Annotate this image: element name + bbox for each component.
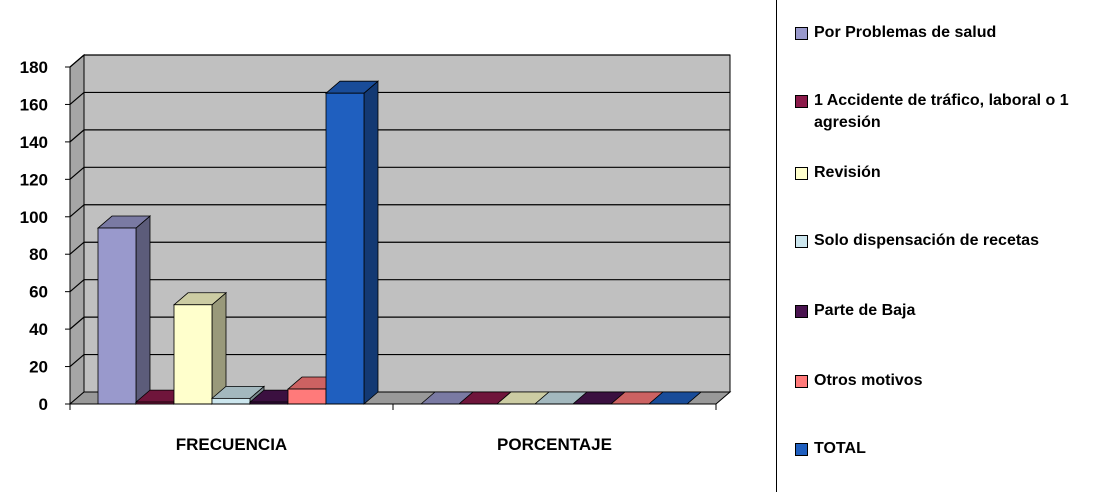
y-tick-label: 100 [20,208,48,227]
bars [96,80,703,405]
legend-label: Por Problemas de salud [814,24,997,41]
legend-item: Otros motivos [795,370,1106,392]
bar [324,80,380,405]
bar-side [363,80,379,405]
bar [172,291,228,405]
gridline-side [69,316,85,330]
legend-label: Revisión [814,164,881,181]
legend-label: TOTAL [814,440,866,457]
bar-side [135,215,151,405]
legend-label: Otros motivos [814,372,923,389]
legend-swatch [795,443,808,456]
legend-swatch [795,167,808,180]
x-category-label: FRECUENCIA [176,435,287,454]
legend-item: Por Problemas de salud [795,22,1106,44]
legend-item: Parte de Baja [795,300,1106,322]
y-tick-label: 40 [29,320,48,339]
side-wall [69,53,85,406]
legend-label: Solo dispensación de recetas [814,232,1039,249]
gridline-side [69,279,85,293]
bar-front [325,92,365,405]
legend-swatch [795,375,808,388]
bar [96,215,152,405]
y-tick-label: 20 [29,358,48,377]
legend-swatch [795,235,808,248]
bar-front [211,397,251,405]
gridline-side [69,241,85,255]
legend-swatch [795,305,808,318]
bar-front [287,388,327,405]
gridline-side [69,166,85,180]
gridline-side [69,91,85,105]
bar-chart: 0 20 40 60 80 100 120 140 160 180 FRECUENCIA PORCE… [20,53,732,454]
x-category-label: PORCENTAJE [497,435,612,454]
y-tick-label: 160 [20,95,48,114]
legend: Por Problemas de salud 1 Accidente de trá… [776,0,1110,492]
y-axis-ticks: 0 20 40 60 80 100 120 140 160 180 [20,58,71,414]
bar [210,385,266,405]
gridline-side [69,204,85,218]
legend-swatch [795,95,808,108]
y-tick-label: 0 [39,395,48,414]
gridline-side [69,129,85,143]
gridline-side [69,354,85,368]
bar-side [211,291,227,405]
gridline-side [69,54,85,68]
y-tick-label: 140 [20,133,48,152]
legend-item: TOTAL [795,438,1106,460]
legend-label: 1 Accidente de tráfico, laboral o 1 agre… [814,92,1069,131]
bar-front [97,227,137,405]
y-tick-label: 80 [29,245,48,264]
legend-label: Parte de Baja [814,302,916,319]
y-tick-label: 120 [20,170,48,189]
y-tick-label: 60 [29,283,48,302]
plot-walls [68,53,732,406]
y-tick-label: 180 [20,58,48,77]
legend-item: 1 Accidente de tráfico, laboral o 1 agre… [795,90,1106,134]
legend-item: Solo dispensación de recetas [795,230,1106,252]
x-axis-categories: FRECUENCIA PORCENTAJE [69,403,717,454]
bar-front [173,304,213,405]
legend-swatch [795,27,808,40]
legend-item: Revisión [795,162,1106,184]
